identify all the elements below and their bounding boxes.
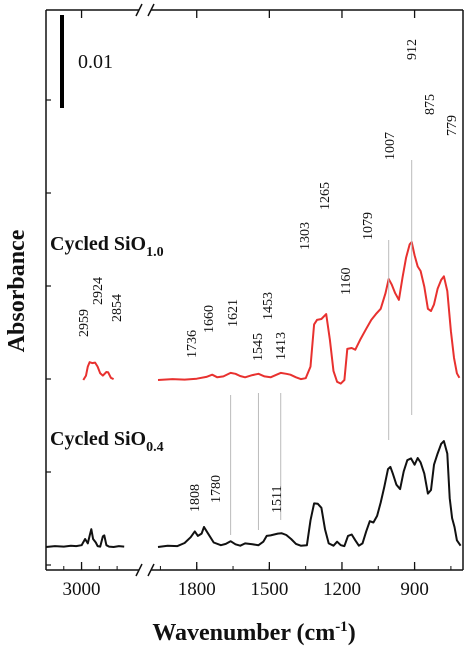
peak-label-1621: 1621 [226, 299, 241, 327]
peak-label-1453: 1453 [261, 292, 276, 320]
axis-break-mark [147, 3, 155, 17]
x-tick-label: 1800 [178, 579, 216, 600]
axis-break-mark [147, 563, 155, 577]
peak-label-1079: 1079 [361, 212, 376, 240]
axis-break-mark [135, 563, 143, 577]
peak-label-1780: 1780 [209, 475, 224, 503]
x-tick-label: 1500 [250, 579, 288, 600]
peak-label-2924: 2924 [91, 277, 106, 305]
series-line-1-0-segment-1 [82, 361, 115, 381]
chart-labels: 3000 1800 1500 1200 900 0.01 Cycled SiO1.0 Cycl… [4, 15, 460, 646]
plot-frame [45, 3, 464, 577]
peak-label-1303: 1303 [298, 222, 313, 250]
peak-label-1511: 1511 [270, 486, 285, 513]
y-axis-title: Absorbance [4, 229, 30, 352]
axis-ticks [45, 10, 452, 570]
x-axis-title: Wavenumber (cm-1) [152, 619, 355, 646]
peak-guide-lines [230, 160, 413, 535]
peak-label-1808: 1808 [188, 484, 203, 512]
series-line-0-4-segment-2 [157, 440, 462, 548]
series-line-1-0-segment-2 [157, 241, 461, 385]
peak-label-779: 779 [445, 115, 460, 136]
peak-label-875: 875 [423, 94, 438, 115]
series-lines [45, 241, 462, 548]
peak-label-1413: 1413 [274, 332, 289, 360]
peak-label-912: 912 [405, 39, 420, 60]
peak-label-1160: 1160 [339, 268, 354, 295]
series-label-0-4: Cycled SiO0.4 [50, 428, 164, 455]
scale-bar-label: 0.01 [78, 51, 113, 73]
peak-label-1265: 1265 [318, 182, 333, 210]
peak-label-1007: 1007 [383, 132, 398, 160]
peak-label-1545: 1545 [251, 333, 266, 361]
x-tick-label: 900 [400, 579, 429, 600]
peak-label-1736: 1736 [185, 330, 200, 358]
series-label-1-0: Cycled SiO1.0 [50, 233, 164, 260]
series-line-0-4-segment-1 [45, 528, 125, 548]
x-tick-label: 1200 [323, 579, 361, 600]
x-tick-label: 3000 [63, 579, 101, 600]
peak-label-1660: 1660 [202, 305, 217, 333]
axis-break-mark [135, 3, 143, 17]
peak-label-2854: 2854 [110, 294, 125, 322]
peak-label-2959: 2959 [77, 309, 92, 337]
